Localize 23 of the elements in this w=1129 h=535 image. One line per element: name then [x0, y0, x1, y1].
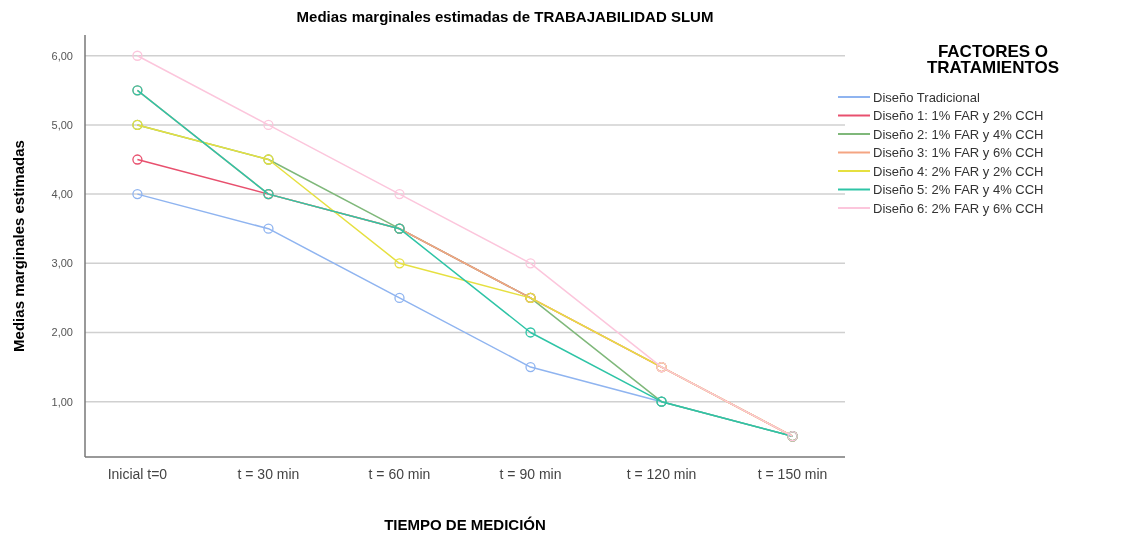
chart-title: Medias marginales estimadas de TRABAJABILIDAD SLUM	[296, 8, 714, 25]
x-tick-label: t = 60 min	[368, 466, 431, 482]
x-tick-label: t = 120 min	[626, 466, 697, 482]
x-tick-label: Inicial t=0	[107, 466, 168, 482]
legend-label: Diseño 5: 2% FAR y 4% CCH	[873, 182, 1044, 198]
y-axis-title: Medias marginales estimadas	[10, 140, 27, 352]
y-tick-label: 5,00	[51, 118, 73, 131]
legend-label: Diseño 6: 2% FAR y 6% CCH	[873, 200, 1044, 216]
x-tick-label: t = 150 min	[757, 466, 828, 482]
y-tick-label: 3,00	[51, 257, 73, 270]
x-tick-label: t = 90 min	[499, 466, 562, 482]
y-tick-label: 4,00	[51, 187, 73, 200]
legend-label: Diseño 4: 2% FAR y 2% CCH	[873, 163, 1044, 179]
legend-label: Diseño 1: 1% FAR y 2% CCH	[873, 108, 1044, 124]
y-tick-label: 2,00	[51, 326, 73, 339]
legend-label: Diseño 2: 1% FAR y 4% CCH	[873, 126, 1044, 142]
y-tick-label: 1,00	[51, 395, 73, 408]
legend-label: Diseño Tradicional	[873, 89, 981, 105]
x-tick-label: t = 30 min	[237, 466, 300, 482]
y-tick-label: 6,00	[51, 49, 73, 62]
x-axis-title: TIEMPO DE MEDICIÓN	[384, 516, 546, 533]
legend-label: Diseño 3: 1% FAR y 6% CCH	[873, 145, 1044, 161]
legend-title: FACTORES O TRATAMIENTOS	[926, 42, 1060, 77]
